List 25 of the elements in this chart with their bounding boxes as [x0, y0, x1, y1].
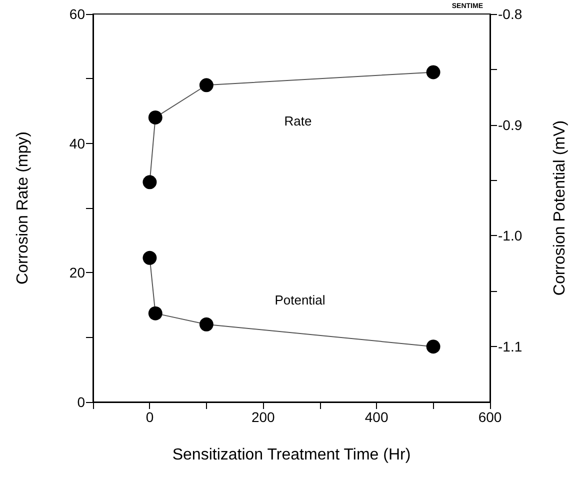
y2-tick-label: -0.9: [498, 116, 522, 133]
x-tick-label: 0: [146, 409, 154, 425]
x-tick-label: 600: [478, 409, 502, 425]
point: [199, 78, 214, 92]
y2-axis-title: Corrosion Potential (mV): [552, 120, 568, 296]
point: [199, 317, 214, 332]
y2-tick-label: -1.1: [498, 338, 522, 355]
x-tick-label: 200: [251, 409, 276, 425]
y-tick-label: 0: [77, 394, 86, 410]
point: [148, 306, 162, 320]
y-tick-label: 60: [69, 6, 86, 22]
annotation: Rate: [284, 114, 312, 128]
y-tick-label: 20: [69, 264, 86, 281]
point: [142, 175, 157, 190]
annotation: Potential: [274, 292, 326, 308]
point: [426, 340, 440, 354]
x-tick-label: 400: [364, 409, 388, 425]
x-axis-title: Sensitization Treatment Time (Hr): [172, 446, 411, 464]
y-axis-title: Corrosion Rate (mpy): [14, 132, 32, 284]
point: [148, 110, 162, 124]
point: [426, 65, 440, 80]
y-tick-label: 40: [69, 135, 86, 152]
y2-tick-label: -0.8: [498, 6, 522, 22]
point: [142, 250, 157, 265]
y2-tick-label: -1.0: [498, 228, 522, 244]
